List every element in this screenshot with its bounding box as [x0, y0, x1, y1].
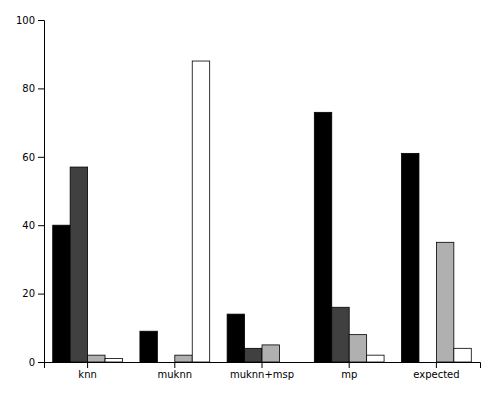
x-tick-mark — [87, 362, 88, 368]
x-tick: knn — [78, 362, 96, 380]
bar — [227, 314, 244, 362]
x-tick-mark — [436, 362, 437, 368]
y-tick-mark — [38, 157, 44, 158]
y-tick: 80 — [22, 83, 44, 94]
bar-series — [53, 112, 419, 362]
y-tick-mark — [38, 20, 44, 21]
x-tick-label: knn — [78, 369, 96, 380]
bar — [262, 345, 279, 362]
y-tick-mark — [38, 294, 44, 295]
plot-area: 0 20 40 60 80 100 knn muknn muknn+msp mp expected — [16, 15, 481, 380]
y-tick-mark — [38, 225, 44, 226]
x-tick: muknn+msp — [230, 362, 294, 380]
y-tick-label: 0 — [29, 357, 35, 368]
bar — [454, 348, 471, 362]
y-tick-label: 60 — [22, 152, 35, 163]
bar — [436, 242, 453, 362]
bar — [402, 153, 419, 362]
x-axis: knn muknn muknn+msp mp expected — [45, 362, 481, 380]
y-tick: 40 — [22, 220, 44, 231]
x-tick-label: mp — [341, 369, 357, 380]
bar — [53, 225, 70, 362]
bar-series — [105, 61, 471, 362]
bar — [314, 112, 331, 362]
bar — [192, 61, 209, 362]
y-tick-label: 100 — [16, 15, 35, 26]
y-tick: 0 — [29, 357, 44, 368]
x-tick: expected — [413, 362, 459, 380]
bar — [367, 355, 384, 362]
bar — [175, 355, 192, 362]
bar — [349, 335, 366, 362]
bar — [105, 359, 122, 362]
bar — [70, 167, 87, 362]
y-tick-label: 80 — [22, 83, 35, 94]
bar — [419, 362, 436, 363]
y-axis: 0 20 40 60 80 100 — [16, 15, 45, 368]
bar-series — [88, 242, 454, 362]
y-tick-mark — [38, 88, 44, 89]
y-tick-label: 20 — [22, 288, 35, 299]
y-tick: 20 — [22, 288, 44, 299]
x-tick-label: muknn — [158, 369, 193, 380]
bar — [279, 362, 296, 363]
x-axis-line — [45, 363, 481, 369]
bar — [332, 307, 349, 362]
bar — [140, 331, 157, 362]
y-tick-mark — [38, 362, 44, 363]
x-tick: muknn — [158, 362, 193, 380]
bar — [157, 362, 174, 363]
bars — [53, 61, 472, 362]
x-tick: mp — [341, 362, 357, 380]
x-tick-label: expected — [413, 369, 459, 380]
y-axis-line — [38, 21, 45, 363]
x-tick-mark — [174, 362, 175, 368]
chart: 0 20 40 60 80 100 knn muknn muknn+msp mp expected — [0, 0, 500, 396]
y-tick: 60 — [22, 152, 44, 163]
x-tick-mark — [262, 362, 263, 368]
x-tick-label: muknn+msp — [230, 369, 294, 380]
y-tick: 100 — [16, 15, 44, 26]
y-tick-label: 40 — [22, 220, 35, 231]
bar — [88, 355, 105, 362]
bar — [245, 348, 262, 362]
x-tick-mark — [349, 362, 350, 368]
